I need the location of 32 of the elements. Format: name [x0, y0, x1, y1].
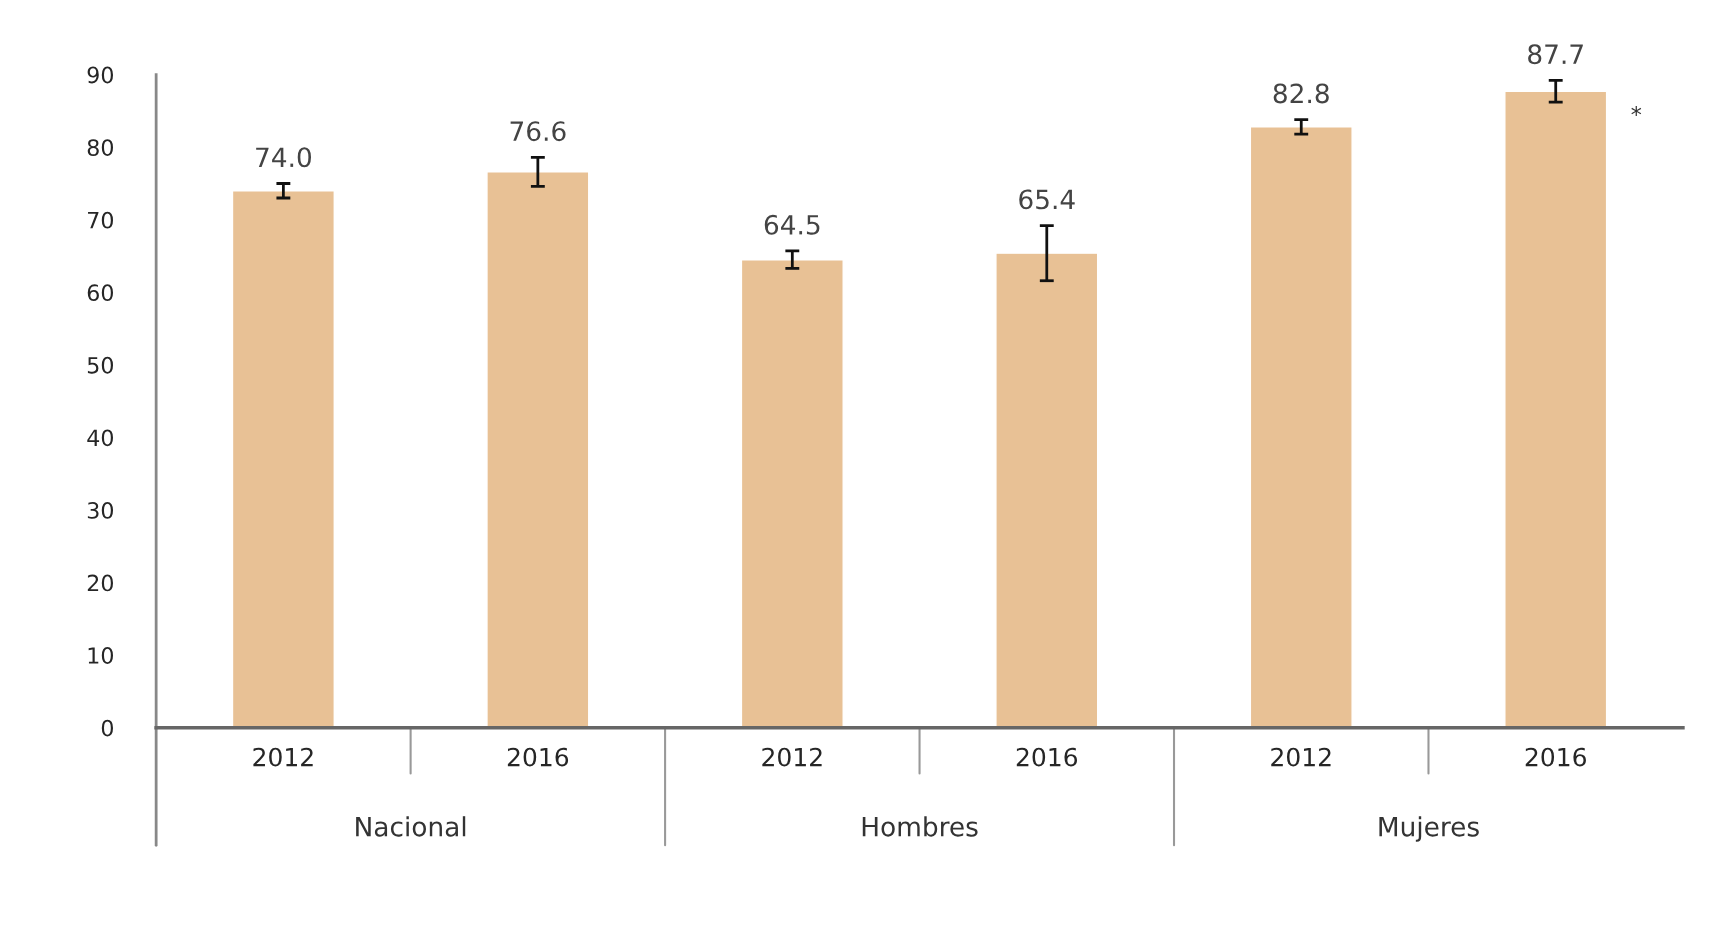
y-tick-label: 70: [88, 211, 114, 229]
y-tick-label: 30: [87, 501, 114, 519]
data-label: 82.8: [1273, 83, 1329, 104]
data-label: 65.4: [1019, 189, 1075, 210]
bar: [1249, 126, 1353, 728]
data-label: 87.7: [1528, 44, 1583, 65]
bar: [231, 190, 335, 728]
y-tick-label: 80: [87, 139, 114, 156]
y-tick-label: 10: [88, 647, 114, 664]
text: Nacional: [356, 816, 466, 837]
data-label: 64.5: [764, 214, 820, 235]
x-tick-label: 2016: [1016, 747, 1078, 767]
x-tick-label: 2016: [1525, 747, 1586, 767]
data-label: 74.0: [256, 147, 312, 168]
y-tick-label: 50: [87, 356, 114, 374]
annotation: *: [1631, 105, 1642, 117]
y-tick-label: 90: [87, 66, 114, 84]
x-tick-label: 2016: [507, 747, 569, 767]
text: Hombres: [862, 816, 978, 837]
y-tick-label: 60: [87, 284, 114, 302]
text: Mujeres: [1379, 816, 1479, 842]
bar: [995, 252, 1099, 728]
y-tick-label: 20: [87, 574, 114, 592]
bar: [486, 171, 590, 728]
y-tick-label: 0: [101, 719, 114, 737]
data-label: 76.6: [510, 121, 566, 142]
bar: [740, 258, 844, 728]
y-tick-label: 40: [87, 429, 114, 447]
x-tick-label: 2012: [1271, 747, 1331, 767]
bar: [1504, 90, 1608, 728]
x-tick-label: 2012: [253, 747, 313, 767]
x-tick-label: 2012: [762, 747, 822, 767]
